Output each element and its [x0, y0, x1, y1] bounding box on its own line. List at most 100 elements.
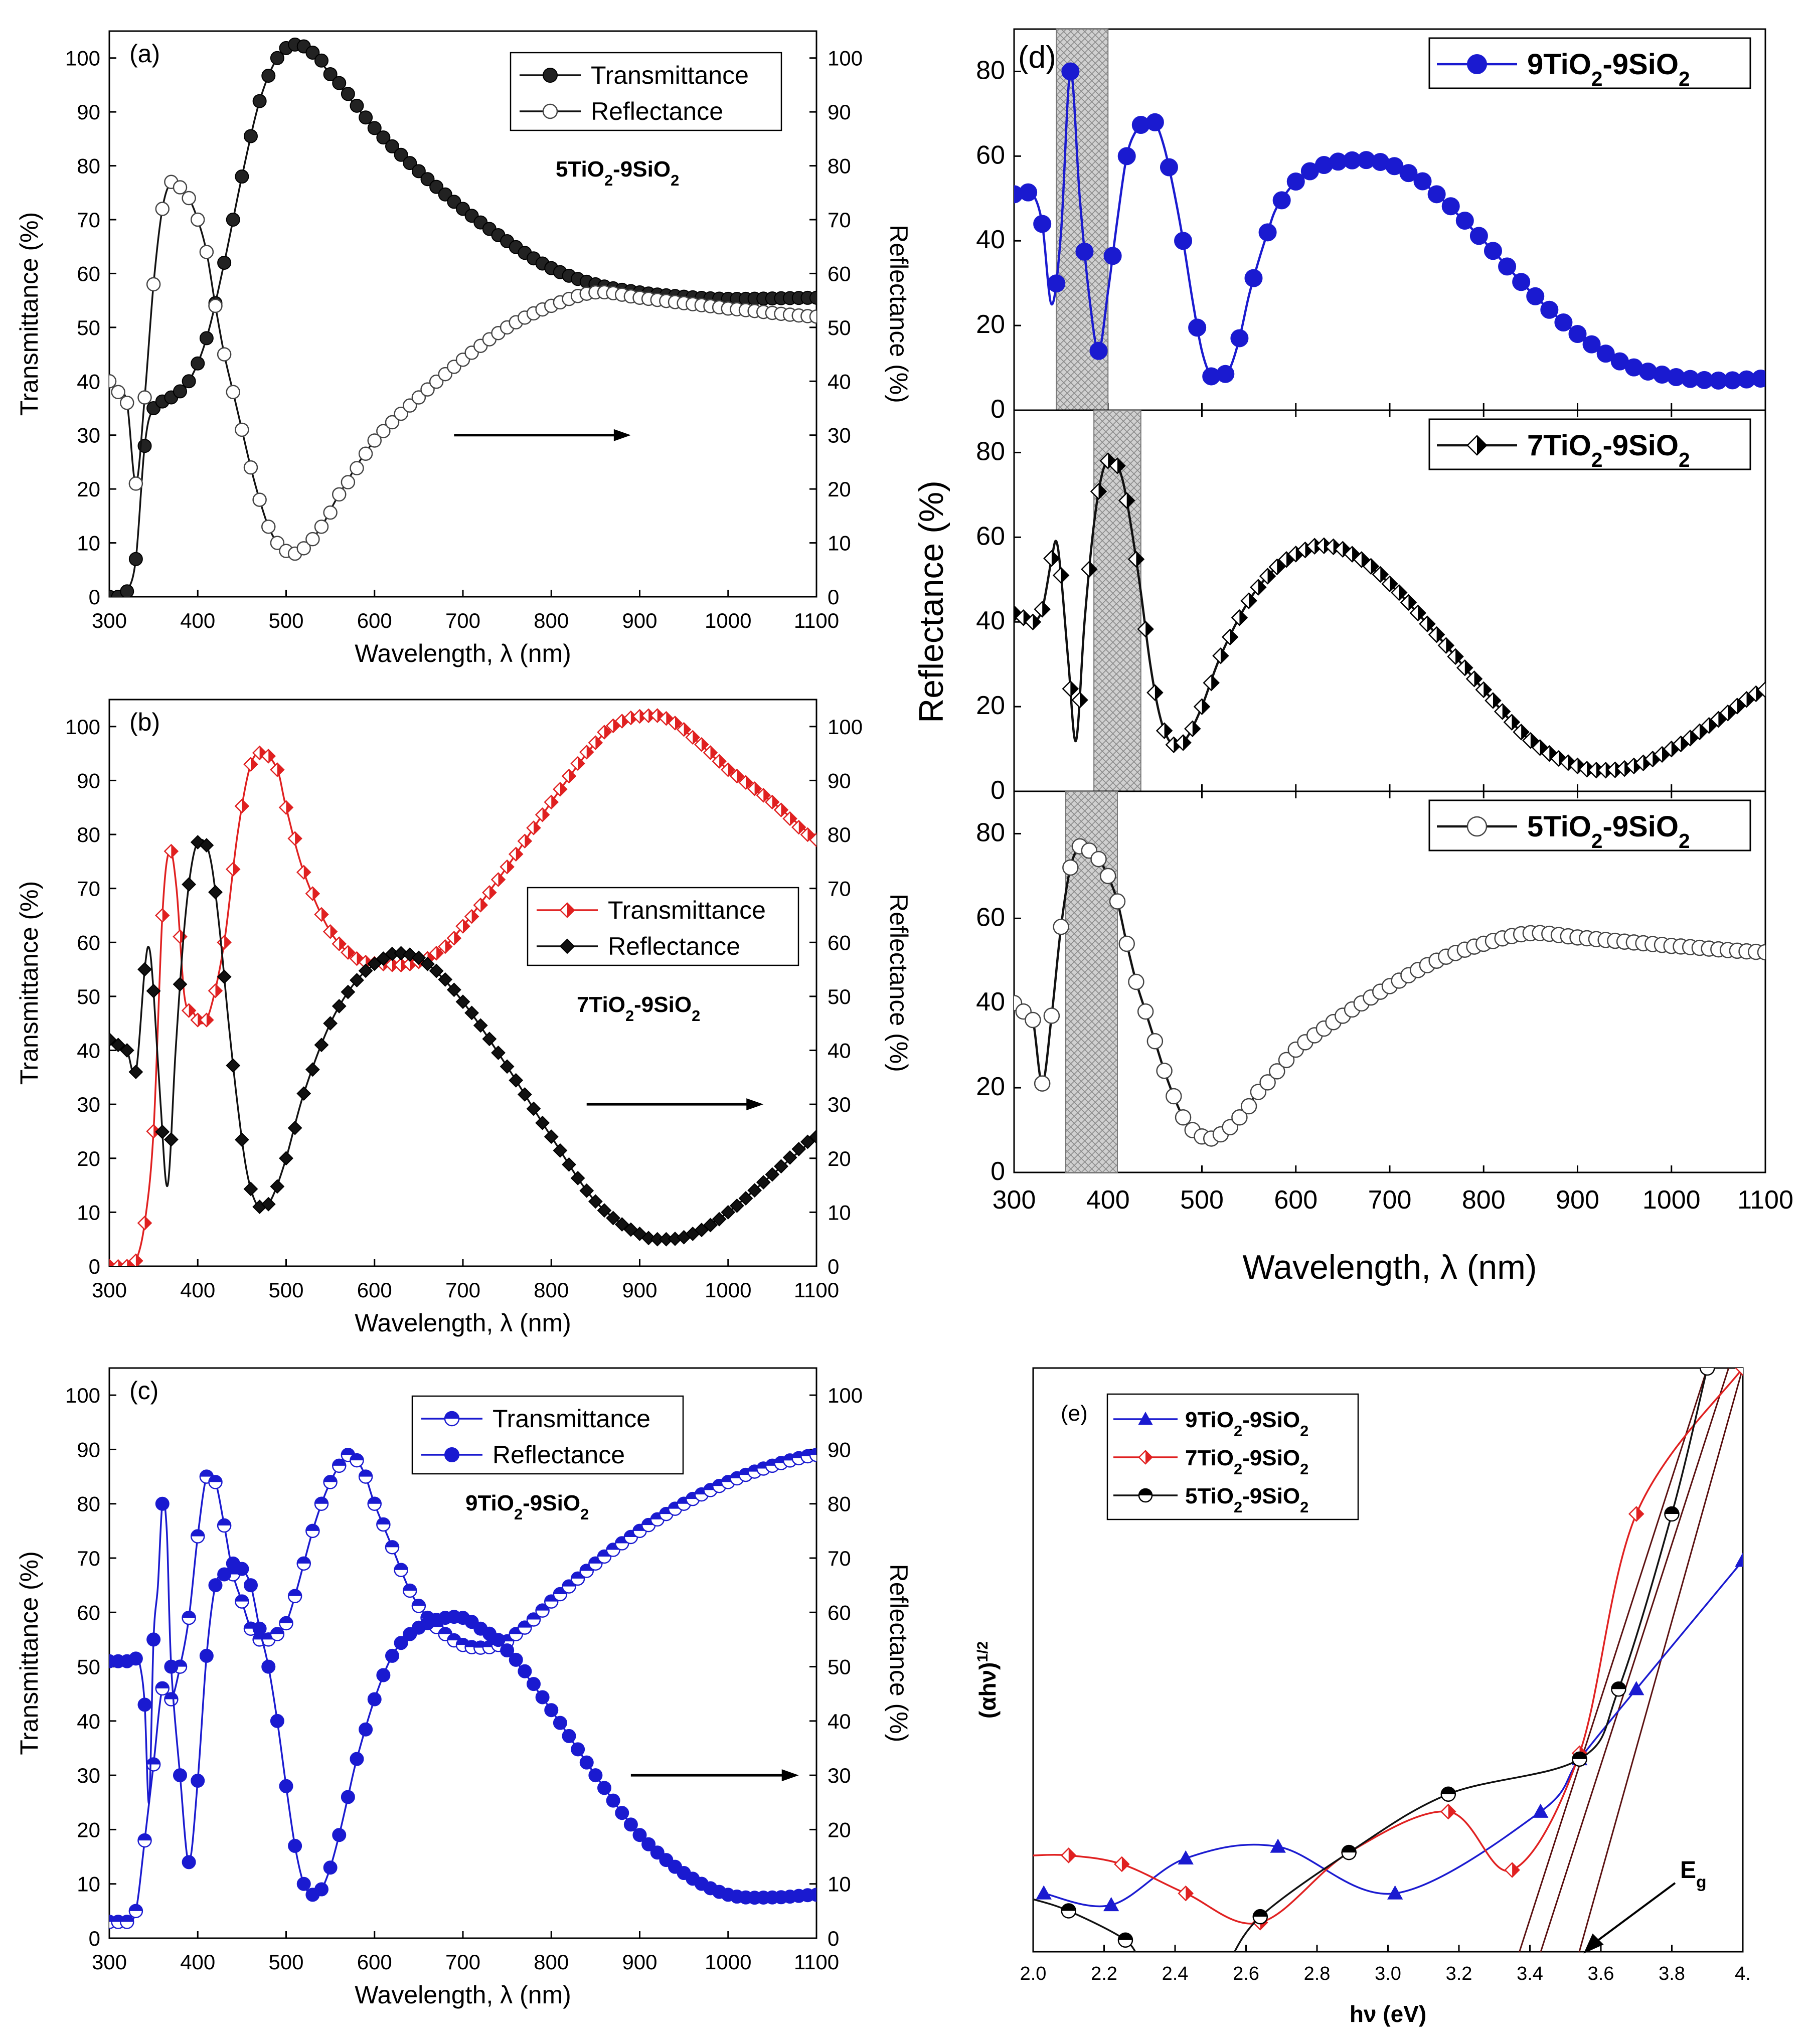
data-point	[1372, 566, 1389, 583]
data-point	[809, 1888, 816, 1902]
data-point	[641, 1231, 656, 1246]
legend-marker	[1138, 1450, 1153, 1465]
data-point	[614, 1217, 629, 1232]
legend: Transmittance Reflectance	[527, 887, 799, 966]
x-tick-label: 500	[268, 609, 303, 632]
data-point	[278, 800, 294, 815]
marker-half	[1080, 692, 1088, 708]
data-point	[509, 1073, 524, 1088]
data-point	[1494, 703, 1511, 720]
y-axis-title-right: Reflectance (%)	[885, 1564, 913, 1743]
data-point	[332, 936, 347, 951]
data-point	[782, 811, 797, 826]
marker-half	[1408, 595, 1416, 610]
data-point	[1222, 1119, 1238, 1135]
data-point	[1090, 483, 1107, 500]
data-point	[164, 1692, 179, 1707]
marker-half	[155, 1681, 169, 1688]
data-point	[323, 1016, 338, 1031]
marker-half	[710, 746, 717, 759]
marker-half	[525, 834, 532, 848]
data-point	[1118, 935, 1135, 952]
data-point	[376, 424, 391, 438]
data-point	[341, 945, 356, 960]
marker-half	[737, 769, 744, 783]
data-point	[809, 290, 816, 305]
data-point	[429, 180, 444, 194]
data-point	[1413, 172, 1432, 191]
data-point	[119, 1259, 135, 1266]
data-point	[128, 1065, 143, 1079]
marker-half	[164, 1692, 178, 1699]
x-tick-label: 2.4	[1162, 1963, 1189, 1984]
marker-half	[1512, 715, 1520, 730]
data-point	[350, 98, 364, 113]
data-point	[235, 422, 249, 437]
data-point	[109, 1032, 117, 1047]
marker-half	[586, 745, 593, 759]
marker-half	[1743, 1361, 1750, 1375]
data-point	[243, 757, 258, 772]
data-point	[1127, 551, 1145, 568]
series-line	[1043, 1560, 1743, 1908]
data-point	[217, 969, 232, 984]
data-point	[120, 396, 134, 410]
data-point	[376, 1517, 391, 1532]
data-point	[296, 1877, 311, 1891]
series-transmittance	[109, 708, 816, 1266]
marker-half	[1390, 576, 1397, 592]
marker-half	[1070, 681, 1078, 697]
data-point	[579, 1183, 594, 1198]
arrow-head	[1583, 1933, 1604, 1954]
x-tick-label: 400	[1086, 1185, 1130, 1215]
data-point	[535, 1603, 550, 1618]
eg-annotation: Eg	[1680, 1857, 1707, 1892]
data-point	[217, 1567, 232, 1582]
marker-half	[1611, 1682, 1626, 1689]
y-tick-label: 60	[77, 262, 100, 285]
marker-half	[1765, 682, 1773, 697]
data-point	[615, 1806, 629, 1820]
data-point	[323, 505, 338, 520]
data-point	[217, 255, 232, 270]
data-point	[181, 1003, 197, 1018]
arrow-head	[781, 1769, 799, 1782]
data-point	[500, 859, 515, 875]
data-point	[1485, 692, 1502, 709]
data-point	[491, 1046, 506, 1060]
y-right-tick-label: 20	[828, 1147, 851, 1170]
data-point	[403, 1583, 417, 1598]
data-point	[341, 1790, 355, 1804]
marker-half	[445, 1412, 459, 1419]
legend: 9TiO2-9SiO2 7TiO2-9SiO2 5TiO2-9SiO2	[1106, 1393, 1359, 1520]
marker-half	[341, 1448, 355, 1455]
y-right-tick-label: 80	[828, 154, 851, 178]
data-point	[500, 1059, 515, 1074]
data-point	[685, 730, 701, 745]
data-point	[270, 762, 285, 777]
data-point	[1427, 185, 1446, 204]
data-point	[579, 1755, 594, 1770]
y-right-tick-label: 80	[828, 1492, 851, 1516]
data-point	[288, 1838, 302, 1853]
data-point	[146, 1632, 161, 1647]
data-point	[1033, 215, 1052, 233]
data-point	[109, 374, 117, 389]
data-point	[376, 1668, 391, 1682]
data-point	[155, 1124, 170, 1139]
data-point	[1554, 313, 1573, 332]
data-point	[1596, 345, 1615, 363]
data-point	[535, 1690, 550, 1705]
data-point	[270, 1179, 285, 1194]
data-point	[1053, 918, 1069, 935]
marker-half	[454, 931, 461, 945]
y-right-tick-label: 100	[828, 715, 863, 739]
data-point	[137, 390, 152, 405]
marker-half	[224, 936, 231, 949]
marker-half	[1662, 747, 1670, 762]
data-point	[376, 130, 391, 145]
y-tick-label: 0	[991, 1157, 1005, 1186]
data-point	[1362, 558, 1380, 575]
data-point	[1250, 579, 1267, 596]
